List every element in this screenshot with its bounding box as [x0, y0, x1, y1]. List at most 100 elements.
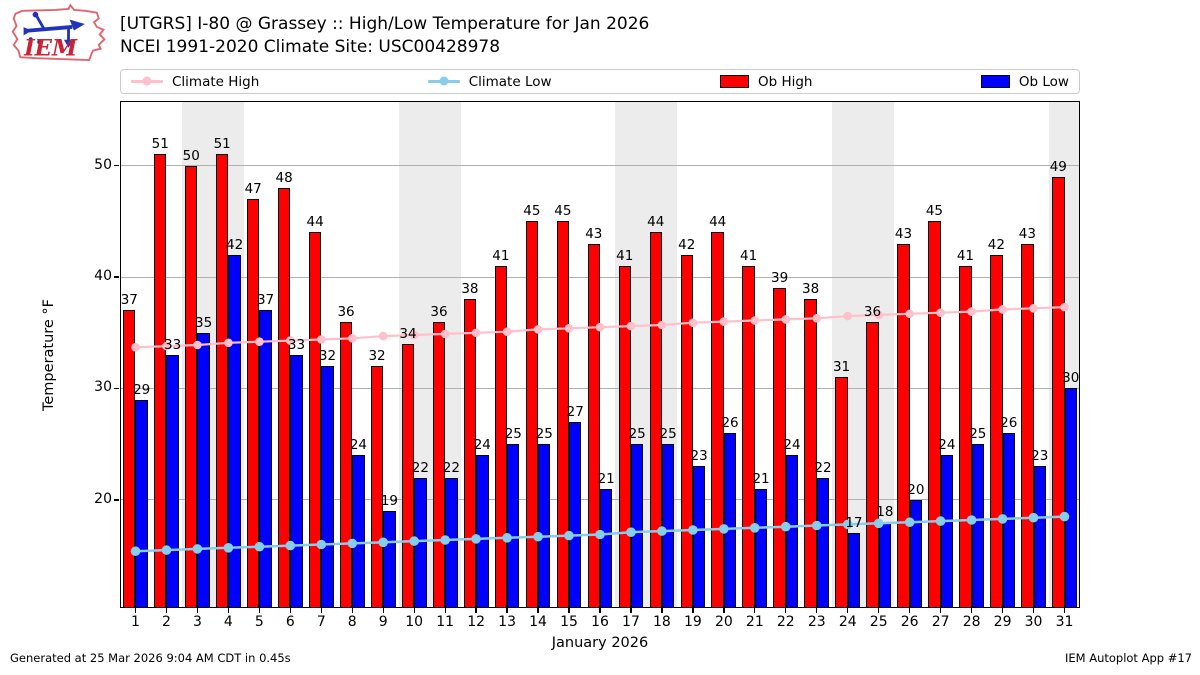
ob-low-value-label: 24 [349, 437, 368, 454]
x-tick-mark [475, 608, 477, 613]
x-tick-mark [506, 608, 508, 613]
ob-high-value-label: 41 [616, 247, 634, 264]
x-tick-label: 18 [653, 614, 671, 630]
ob-high-value-label: 47 [244, 181, 262, 198]
x-tick-label: 21 [745, 614, 764, 630]
x-tick-mark [754, 608, 756, 613]
x-tick-label: 17 [622, 614, 640, 630]
ob-high-value-label: 51 [213, 136, 231, 153]
x-tick-mark [847, 608, 849, 613]
ob-high-value-label: 36 [337, 303, 355, 320]
ob-low-value-label: 33 [164, 337, 182, 354]
x-tick-label: 27 [931, 614, 950, 630]
weather-vane-glyph [23, 11, 85, 48]
generated-timestamp: Generated at 25 Mar 2026 9:04 AM CDT in … [10, 651, 291, 665]
ob-high-value-label: 32 [368, 348, 386, 365]
y-tick-label: 30 [94, 379, 112, 396]
x-tick-label: 25 [869, 614, 888, 630]
ob-high-value-label: 44 [647, 214, 665, 231]
ob-low-value-label: 25 [504, 426, 522, 443]
legend-label: Climate Low [468, 73, 552, 90]
ob-low-value-label: 22 [814, 459, 832, 476]
x-tick-mark [196, 608, 199, 613]
x-tick-label: 16 [591, 614, 609, 630]
ob-high-value-label: 45 [523, 203, 541, 220]
x-tick-label: 9 [378, 614, 388, 630]
ob-high-value-label: 50 [182, 147, 200, 164]
ob-high-value-label: 42 [987, 236, 1005, 253]
x-tick-mark [878, 608, 880, 613]
title-block: [UTGRS] I-80 @ Grassey :: High/Low Tempe… [120, 13, 649, 59]
chart-subtitle: NCEI 1991-2020 Climate Site: USC00428978 [120, 37, 501, 57]
legend-item-ob-low: Ob Low [980, 73, 1069, 90]
y-tick-mark [114, 165, 119, 167]
legend-label: Ob Low [1018, 73, 1069, 90]
x-tick-mark [909, 608, 911, 613]
x-tick-mark [568, 608, 570, 613]
legend-item-climate-high: Climate High [131, 74, 259, 90]
ob-low-value-label: 22 [411, 459, 429, 476]
x-tick-mark [661, 608, 663, 613]
x-tick-mark [939, 608, 942, 613]
ob-low-value-label: 23 [690, 448, 708, 465]
x-tick-mark [692, 608, 694, 613]
ob-high-value-label: 43 [585, 225, 603, 242]
ob-high-value-label: 38 [801, 281, 820, 298]
x-tick-label: 11 [436, 614, 455, 630]
y-tick-label: 40 [94, 268, 112, 285]
y-tick-label: 50 [94, 156, 112, 173]
x-tick-mark [537, 608, 539, 613]
x-tick-mark [1001, 608, 1004, 613]
ob-low-value-label: 25 [969, 426, 987, 443]
y-tick-mark [114, 276, 119, 278]
ob-low-value-label: 42 [225, 236, 244, 253]
ob-high-value-label: 43 [894, 225, 913, 242]
ob-high-value-label: 34 [399, 325, 417, 342]
ob-low-value-label: 30 [1062, 370, 1080, 387]
ob-low-value-label: 22 [442, 459, 460, 476]
x-tick-label: 4 [223, 614, 233, 630]
x-tick-label: 1 [131, 614, 140, 630]
ob-low-value-label: 19 [380, 493, 398, 510]
x-tick-mark [134, 608, 137, 613]
x-tick-label: 26 [900, 614, 919, 630]
x-tick-label: 3 [192, 614, 202, 630]
gridline [120, 165, 1080, 167]
x-tick-label: 15 [560, 614, 578, 630]
y-axis-label: Temperature °F [41, 298, 57, 411]
ob-low-value-label: 26 [1000, 415, 1018, 432]
x-tick-label: 6 [285, 614, 295, 630]
y-tick-mark [114, 499, 119, 501]
x-tick-label: 24 [838, 614, 857, 630]
x-tick-mark [1032, 608, 1035, 613]
x-tick-label: 28 [962, 614, 981, 630]
ob-high-value-label: 36 [430, 303, 448, 320]
x-tick-mark [630, 608, 632, 613]
ob-low-value-label: 25 [628, 426, 646, 443]
ob-high-value-label: 41 [492, 247, 510, 264]
x-tick-mark [320, 608, 322, 613]
ob-low-value-label: 27 [566, 403, 584, 420]
x-tick-mark [970, 608, 973, 613]
plot-area: 37 29 51 33 50 35 51 42 47 37 48 33 44 32 36 24 32 19 34 22… [41, 101, 1080, 651]
legend-label: Climate High [172, 73, 260, 90]
x-tick-label: 2 [161, 614, 171, 630]
x-tick-mark [289, 608, 291, 613]
x-tick-label: 31 [1055, 614, 1074, 630]
x-tick-label: 14 [529, 614, 547, 630]
ob-high-value-label: 44 [709, 214, 727, 231]
ob-low-value-label: 17 [845, 515, 863, 532]
x-tick-mark [382, 608, 384, 613]
ob-low-value-label: 26 [721, 415, 739, 432]
legend-item-climate-low: Climate Low [427, 73, 552, 90]
ob-low-value-label: 20 [907, 481, 925, 498]
x-tick-mark [816, 608, 818, 613]
x-tick-mark [599, 608, 601, 613]
ob-low-value-label: 32 [318, 348, 337, 365]
x-tick-mark [227, 608, 230, 613]
x-tick-mark [165, 608, 168, 613]
ob-low-value-label: 21 [752, 470, 770, 487]
x-tick-label: 5 [254, 614, 264, 630]
x-tick-label: 10 [405, 614, 424, 630]
